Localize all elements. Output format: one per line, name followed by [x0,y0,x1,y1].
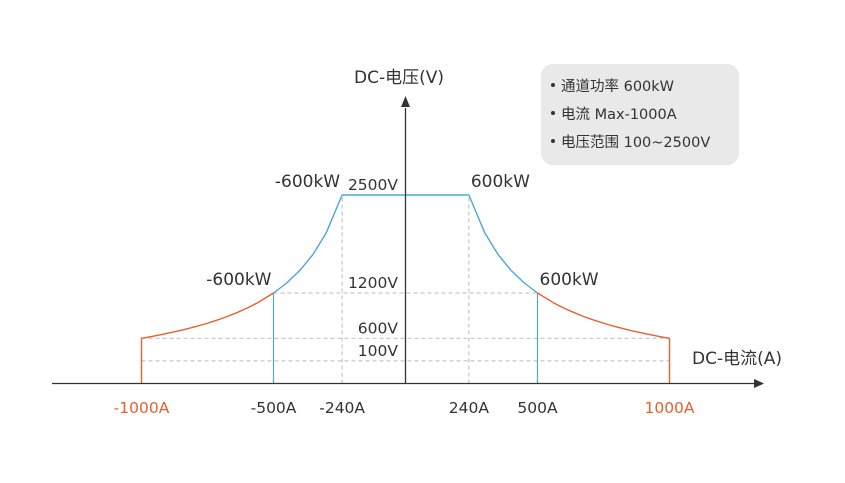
guide-lines [141,195,670,384]
power-annotation: 600kW [540,270,599,290]
x-tick-label: 240A [449,399,490,417]
x-axis-label: DC-电流(A) [692,349,782,369]
series-line [537,292,671,384]
axes: DC-电流(A) DC-电压(V) [52,68,782,388]
power-annotation: -600kW [275,172,340,192]
bullet-icon [551,111,555,115]
x-tick-label: 1000A [644,399,694,417]
x-tick-label: -500A [251,399,297,417]
bullet-icon [551,83,555,87]
legend-box: 通道功率 600kW 电流 Max-1000A 电压范围 100~2500V [541,64,739,165]
y-tick-label: 100V [358,342,399,360]
legend-item: 电流 Max-1000A [551,103,677,124]
power-annotation: 600kW [471,172,530,192]
legend-item: 电压范围 100~2500V [551,131,710,152]
y-axis-label: DC-电压(V) [354,68,444,88]
x-tick-label: 500A [517,399,558,417]
bullet-icon [551,139,555,143]
x-tick-label: -240A [319,399,365,417]
x-axis-arrow-icon [754,379,764,388]
y-tick-label: 600V [358,319,399,337]
series-line [140,292,274,384]
y-tick-label: 1200V [348,274,398,292]
y-tick-label: 2500V [348,176,398,194]
y-axis-arrow-icon [401,96,410,107]
tick-labels: -1000A -500A -240A 240A 500A 1000A 2500V 1200V 6… [114,176,695,417]
legend-item-text: 通道功率 600kW [561,79,675,95]
legend-item-text: 电压范围 100~2500V [561,135,711,151]
x-tick-label: -1000A [114,399,170,417]
power-annotation: -600kW [206,270,271,290]
legend-item-text: 电流 Max-1000A [561,107,677,123]
annotations: -600kW 600kW -600kW 600kW [206,172,599,290]
legend-item: 通道功率 600kW [551,75,674,96]
